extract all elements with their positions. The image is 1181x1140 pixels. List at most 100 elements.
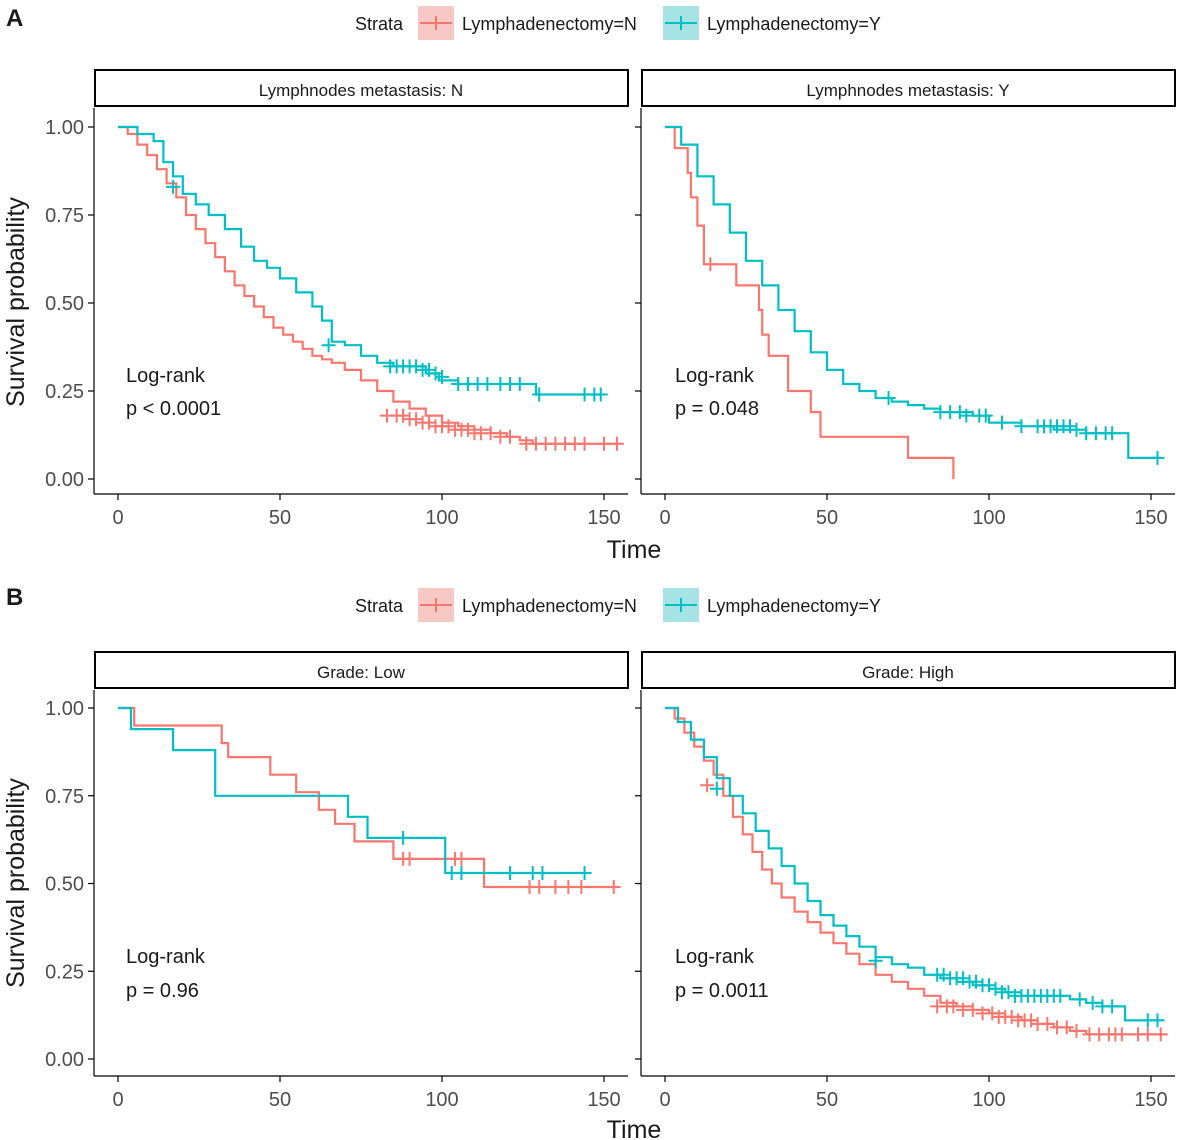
censor-mark-yes xyxy=(1085,995,1100,1010)
censor-mark-yes xyxy=(593,387,608,402)
censor-mark-no xyxy=(606,880,621,895)
plot-area-a1 xyxy=(118,125,624,451)
x-tick-label: 0 xyxy=(659,1089,670,1111)
censor-mark-no xyxy=(548,880,563,895)
censor-mark-yes xyxy=(535,865,550,880)
x-tick-label: 100 xyxy=(972,1089,1005,1111)
strip-label-b1: Grade: Low xyxy=(317,663,406,682)
censor-mark-yes xyxy=(409,359,424,374)
y-axis-title-a: Survival probability xyxy=(2,197,30,407)
y-tick-label: 0.00 xyxy=(45,469,84,491)
censor-mark-no xyxy=(460,422,475,437)
censor-mark-yes xyxy=(881,391,896,406)
censor-mark-yes xyxy=(321,338,336,353)
x-tick-label: 100 xyxy=(425,507,458,529)
censor-mark-yes xyxy=(532,387,547,402)
y-tick-label: 0.50 xyxy=(45,874,84,896)
censor-mark-yes xyxy=(709,781,724,796)
p-value-b1: p = 0.96 xyxy=(126,980,199,1002)
censor-mark-yes xyxy=(512,376,527,391)
x-tick-label: 100 xyxy=(972,507,1005,529)
censor-mark-no xyxy=(577,436,592,451)
survival-curve-yes xyxy=(118,706,588,875)
y-ticks-a2 xyxy=(635,126,641,480)
censor-mark-no xyxy=(946,999,961,1014)
censor-mark-yes xyxy=(936,967,951,982)
survival-curve-no xyxy=(118,125,621,445)
y-ticks-a1: 0.00 0.25 0.50 0.75 1.00 xyxy=(45,117,94,491)
censor-mark-no xyxy=(965,1002,980,1017)
p-value-a1: p < 0.0001 xyxy=(126,398,221,420)
y-tick-label: 0.50 xyxy=(45,293,84,315)
censor-mark-yes xyxy=(978,408,993,423)
strip-label-b2: Grade: High xyxy=(862,663,954,682)
x-tick-label: 100 xyxy=(425,1089,458,1111)
censor-mark-no xyxy=(985,1006,1000,1021)
figure-b-label: B xyxy=(6,584,23,611)
x-ticks-a2: 0 50 100 150 xyxy=(659,494,1168,529)
logrank-label-b2: Log-rank xyxy=(675,946,755,968)
legend-b: Strata Lymphadenectomy=N Lymphadenectomy… xyxy=(355,588,881,622)
censor-mark-no xyxy=(503,429,518,444)
x-tick-label: 150 xyxy=(587,507,620,529)
censor-mark-yes xyxy=(166,179,181,194)
x-tick-label: 0 xyxy=(659,507,670,529)
survival-curve-yes xyxy=(665,706,1164,1022)
y-axis-title-b: Survival probability xyxy=(2,778,30,988)
censor-mark-yes xyxy=(1069,422,1084,437)
legend-label-yes: Lymphadenectomy=Y xyxy=(707,596,881,616)
legend-title: Strata xyxy=(355,14,404,34)
censor-mark-yes xyxy=(1105,426,1120,441)
x-ticks-a1: 0 50 100 150 xyxy=(112,494,621,529)
censor-mark-no xyxy=(1059,1020,1074,1035)
censor-mark-yes xyxy=(868,953,883,968)
survival-curve-no xyxy=(665,125,955,479)
censor-mark-yes xyxy=(1150,450,1165,465)
panel-a2: Lymphnodes metastasis: Y 0 50 100 150 Log-r… xyxy=(635,69,1176,529)
plot-area-a2 xyxy=(665,125,1165,479)
censor-mark-no xyxy=(561,880,576,895)
x-tick-label: 0 xyxy=(112,1089,123,1111)
censor-mark-no xyxy=(396,408,411,423)
censor-mark-no xyxy=(1040,1016,1055,1031)
x-tick-label: 0 xyxy=(112,507,123,529)
strip-label-a1: Lymphnodes metastasis: N xyxy=(259,81,463,100)
logrank-label-a1: Log-rank xyxy=(126,365,206,387)
censor-mark-yes xyxy=(1105,999,1120,1014)
censor-mark-yes xyxy=(422,362,437,377)
y-tick-label: 0.75 xyxy=(45,205,84,227)
p-value-b2: p = 0.0011 xyxy=(675,980,769,1002)
y-ticks-b2 xyxy=(635,707,641,1060)
x-tick-label: 150 xyxy=(1134,1089,1167,1111)
panel-b1: Grade: Low 0.00 0.25 0.50 0.75 1.00 0 50 100 15… xyxy=(45,651,629,1111)
logrank-label-b1: Log-rank xyxy=(126,946,206,968)
strip-b1 xyxy=(94,651,629,689)
censor-mark-yes xyxy=(1014,419,1029,434)
censor-mark-no xyxy=(574,880,589,895)
censor-mark-no xyxy=(409,412,424,427)
censor-mark-no xyxy=(441,419,456,434)
censor-mark-no xyxy=(422,415,437,430)
censor-mark-no xyxy=(597,436,611,451)
strip-b2 xyxy=(641,651,1176,689)
y-tick-label: 0.25 xyxy=(45,961,84,983)
strip-a2 xyxy=(641,69,1176,107)
censor-mark-yes xyxy=(952,405,967,420)
legend-title: Strata xyxy=(355,596,404,616)
censor-mark-yes xyxy=(1001,985,1016,1000)
x-axis-title-b: Time xyxy=(607,1116,662,1140)
censor-mark-yes xyxy=(1063,419,1077,434)
censor-mark-yes xyxy=(1053,988,1068,1003)
survival-curve-yes xyxy=(118,125,604,396)
survival-curve-no xyxy=(118,706,617,889)
censor-mark-yes xyxy=(454,865,469,880)
logrank-label-a2: Log-rank xyxy=(675,365,755,387)
x-tick-label: 150 xyxy=(587,1089,620,1111)
plot-area-b2 xyxy=(665,706,1168,1042)
x-axis-title-a: Time xyxy=(607,536,662,564)
panel-b2: Grade: High 0 50 100 150 Log-rank p = 0.001… xyxy=(635,651,1176,1111)
x-ticks-b1: 0 50 100 150 xyxy=(112,1076,621,1111)
censor-mark-no xyxy=(483,426,498,441)
censor-mark-no xyxy=(703,257,718,272)
